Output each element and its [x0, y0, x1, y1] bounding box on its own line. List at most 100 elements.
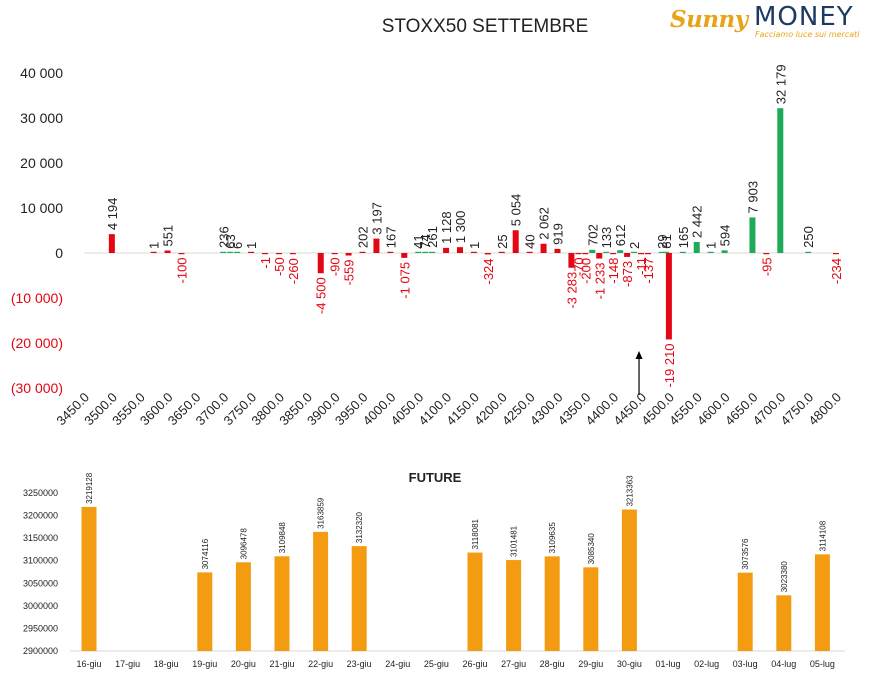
bar-value-label: -50 — [272, 257, 287, 276]
future-bar-value-label: 3132320 — [355, 511, 364, 543]
y-tick-label: 10 000 — [20, 200, 63, 216]
bar-value-label: -100 — [174, 257, 189, 283]
bar-value-label: -1 075 — [397, 262, 412, 299]
bar-value-label: -3 283 — [564, 272, 579, 309]
bar — [248, 251, 255, 253]
bar — [526, 251, 533, 253]
future-bar-value-label: 3101481 — [510, 525, 519, 557]
bar-value-label: 167 — [383, 227, 398, 249]
bar-value-label: 1 — [244, 242, 259, 249]
bar — [763, 253, 770, 255]
bar-value-label: 6 — [230, 242, 245, 249]
bar — [582, 253, 589, 255]
bar — [345, 253, 352, 256]
bar-value-label: -559 — [342, 260, 357, 286]
logo-money-text: MONEY — [754, 2, 854, 32]
bar-value-label: -70 — [571, 257, 586, 276]
bar — [150, 251, 157, 253]
future-bar — [197, 572, 213, 651]
bar — [178, 253, 185, 255]
bar — [331, 253, 338, 255]
future-bar-value-label: 3109848 — [278, 522, 287, 554]
bar-value-label: -11 — [634, 257, 649, 275]
bar — [317, 253, 324, 274]
future-bar — [313, 531, 329, 651]
bar — [512, 230, 519, 253]
y-tick-label: 30 000 — [20, 110, 63, 126]
future-x-tick-label: 27-giu — [501, 659, 526, 669]
bar — [631, 251, 638, 253]
bar-value-label: 594 — [718, 225, 733, 247]
bar — [227, 251, 234, 253]
future-y-tick-label: 3000000 — [23, 601, 58, 611]
bar-value-label: 81 — [659, 234, 674, 248]
future-x-tick-label: 05-lug — [810, 659, 835, 669]
bar-value-label: 551 — [161, 225, 176, 247]
bar-value-label: 919 — [550, 223, 565, 245]
bar — [658, 251, 665, 253]
future-x-tick-label: 04-lug — [771, 659, 796, 669]
bar-value-label: -19 210 — [662, 343, 677, 387]
bar — [275, 253, 282, 255]
future-bar — [274, 556, 290, 651]
future-x-tick-label: 01-lug — [655, 659, 680, 669]
bar-value-label: 612 — [613, 225, 628, 247]
bar-value-label: -234 — [829, 258, 844, 284]
bar-value-label: 7 903 — [745, 181, 760, 214]
future-y-tick-label: 3200000 — [23, 511, 58, 521]
bar-value-label: 2 442 — [690, 205, 705, 238]
bar-value-label: 1 128 — [439, 211, 454, 244]
bar — [777, 108, 784, 253]
bar — [401, 253, 408, 258]
future-bar — [737, 572, 753, 651]
future-y-tick-label: 3150000 — [23, 533, 58, 543]
future-bar — [621, 509, 637, 651]
future-bar-value-label: 3118081 — [471, 518, 480, 549]
bar — [679, 251, 686, 253]
bar — [833, 253, 839, 255]
future-x-tick-label: 03-lug — [733, 659, 758, 669]
future-x-tick-label: 29-giu — [578, 659, 603, 669]
future-bar-value-label: 3163859 — [317, 497, 326, 529]
bar-value-label: 202 — [356, 226, 371, 248]
future-y-tick-label: 3250000 — [23, 488, 58, 498]
future-bar — [583, 567, 599, 651]
bar — [234, 251, 241, 253]
bar-value-label: 2 — [627, 242, 642, 249]
bar — [663, 251, 670, 253]
bar-value-label: -4 500 — [314, 277, 329, 314]
future-x-tick-label: 19-giu — [192, 659, 217, 669]
bar-value-label: 250 — [801, 226, 816, 248]
bar — [575, 253, 582, 255]
bar-value-label: 41 — [411, 234, 426, 248]
future-bar — [81, 506, 97, 651]
future-x-tick-label: 02-lug — [694, 659, 719, 669]
future-bar — [814, 554, 830, 651]
future-x-tick-label: 22-giu — [308, 659, 333, 669]
bar-value-label: -148 — [606, 258, 621, 284]
bar-value-label: 4 194 — [105, 198, 120, 231]
bar — [603, 251, 610, 253]
future-bar-value-label: 3109635 — [548, 522, 557, 554]
future-x-tick-label: 20-giu — [231, 659, 256, 669]
bar-value-label: -137 — [641, 258, 656, 284]
bar — [540, 243, 547, 253]
bar — [568, 253, 575, 268]
future-bar — [351, 546, 367, 651]
future-bar-value-label: 3096478 — [239, 528, 248, 560]
bar — [693, 242, 700, 253]
bar — [429, 251, 436, 253]
bar-value-label: 32 179 — [773, 64, 788, 104]
bar-value-label: 2 062 — [537, 207, 552, 240]
bar — [749, 217, 756, 253]
bar-value-label: 236 — [216, 226, 231, 248]
future-chart-title: FUTURE — [409, 470, 462, 485]
bar-value-label: -324 — [481, 258, 496, 284]
bar — [443, 247, 450, 253]
future-bar-value-label: 3074116 — [201, 538, 210, 569]
bar-value-label: -1 — [258, 257, 273, 269]
bar-value-label: 40 — [523, 234, 538, 248]
bar-value-label: -90 — [328, 257, 343, 276]
future-x-tick-label: 21-giu — [269, 659, 294, 669]
